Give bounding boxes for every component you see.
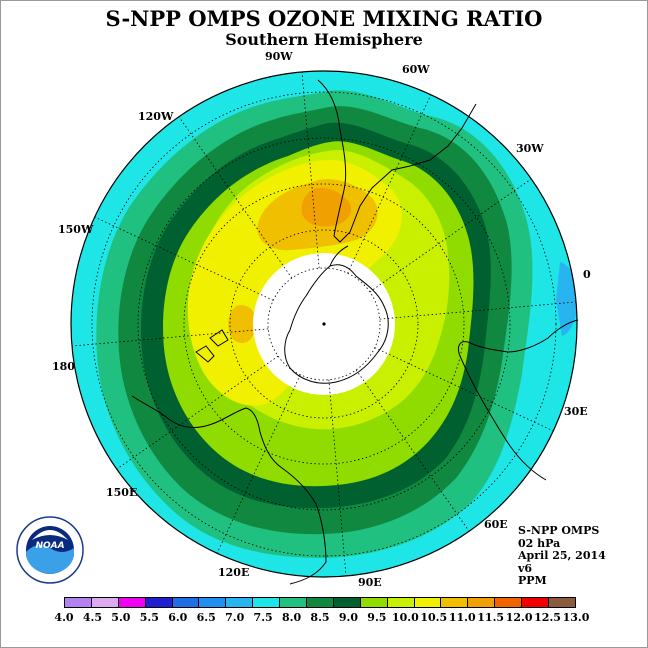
colorbar-swatch bbox=[65, 598, 92, 607]
meridian-line bbox=[369, 178, 532, 293]
colorbar-swatch bbox=[549, 598, 575, 607]
colorbar-swatch bbox=[226, 598, 254, 607]
colorbar-swatch bbox=[414, 598, 442, 607]
info-version: v6 bbox=[518, 561, 533, 575]
colorbar-tick-label: 4.0 bbox=[54, 611, 74, 624]
colorbar-tick-label: 5.0 bbox=[111, 611, 131, 624]
meridians bbox=[71, 71, 577, 577]
latitude-circle-80s bbox=[267, 267, 381, 381]
product-info: S-NPP OMPS 02 hPa April 25, 2014 v6 PPM bbox=[518, 524, 606, 588]
colorbar-tick-label: 12.0 bbox=[505, 611, 533, 624]
info-level: 02 hPa bbox=[518, 536, 561, 550]
africa-coastline bbox=[457, 319, 579, 481]
lon-label-150e: 150E bbox=[106, 486, 137, 499]
colorbar-swatch bbox=[118, 598, 146, 607]
meridian-line bbox=[216, 374, 301, 554]
colorbar-swatch bbox=[333, 598, 361, 607]
colorbar-tick-label: 9.5 bbox=[367, 611, 387, 624]
lon-label-30e: 30E bbox=[564, 405, 588, 418]
lon-label-60e: 60E bbox=[484, 518, 508, 531]
graticule bbox=[71, 71, 577, 577]
longitude-labels: 0 30E 60E 90E 120E 150E 180 150W 120W 90… bbox=[52, 50, 591, 589]
lon-label-0: 0 bbox=[583, 268, 591, 281]
ozone-contour-field bbox=[71, 71, 577, 577]
colorbar-tick-label: 10.0 bbox=[391, 611, 419, 624]
lon-label-150w: 150W bbox=[58, 223, 94, 236]
new-zealand-coastline bbox=[195, 329, 229, 363]
info-satellite: S-NPP OMPS bbox=[518, 524, 600, 537]
pole-marker bbox=[322, 322, 326, 326]
colorbar bbox=[64, 597, 576, 608]
colorbar-swatch bbox=[145, 598, 173, 607]
colorbar-swatch bbox=[280, 598, 308, 607]
info-date: April 25, 2014 bbox=[518, 549, 606, 562]
low-patch-7.0-7.5 bbox=[556, 262, 577, 336]
meridian-line bbox=[116, 355, 279, 470]
colorbar-tick-label: 6.0 bbox=[168, 611, 188, 624]
antarctica-coastline bbox=[284, 264, 389, 384]
colorbar-tick-label: 11.0 bbox=[448, 611, 476, 624]
colorbar-swatch bbox=[495, 598, 523, 607]
meridian-line bbox=[355, 369, 470, 532]
meridian-line bbox=[347, 94, 432, 274]
colorbar-tick-label: 10.5 bbox=[420, 611, 448, 624]
lon-label-180: 180 bbox=[52, 360, 75, 373]
meridian-line bbox=[379, 301, 577, 320]
colorbar-swatch bbox=[253, 598, 281, 607]
meridian-line bbox=[94, 216, 274, 301]
australia-coastline bbox=[131, 395, 327, 585]
colorbar-swatch bbox=[172, 598, 200, 607]
south-america-coastline bbox=[317, 79, 477, 243]
colorbar-tick-label: 5.5 bbox=[139, 611, 159, 624]
meridian-line bbox=[71, 328, 269, 347]
colorbar-swatch bbox=[307, 598, 334, 607]
colorbar-swatch bbox=[468, 598, 496, 607]
max-patch-11.0-11.5-b bbox=[228, 305, 257, 344]
colorbar-swatch bbox=[441, 598, 469, 607]
lon-label-120e: 120E bbox=[218, 566, 249, 579]
meridian-line bbox=[328, 379, 347, 577]
colorbar-swatch bbox=[387, 598, 415, 607]
antarctic-peninsula-coastline bbox=[329, 245, 349, 267]
max-patch-11.5-12.0 bbox=[301, 187, 352, 227]
noaa-logo-text: NOAA bbox=[35, 541, 64, 551]
latitude-circle-50s bbox=[137, 137, 511, 511]
colorbar-tick-label: 12.5 bbox=[534, 611, 561, 624]
map-subtitle: Southern Hemisphere bbox=[225, 30, 423, 49]
lon-label-30w: 30W bbox=[516, 142, 544, 155]
colorbar-swatch bbox=[199, 598, 227, 607]
colorbar-tick-label: 7.5 bbox=[253, 611, 273, 624]
colorbar-tick-label: 4.5 bbox=[82, 611, 103, 624]
colorbar-tick-label: 8.5 bbox=[310, 611, 330, 624]
map-border bbox=[70, 70, 578, 578]
lon-label-90e: 90E bbox=[358, 576, 382, 589]
lon-label-120w: 120W bbox=[138, 110, 174, 123]
latitude-circle-40s bbox=[91, 91, 557, 557]
colorbar-tick-label: 7.0 bbox=[225, 611, 245, 624]
colorbar-tick-label: 6.5 bbox=[196, 611, 216, 624]
meridian-line bbox=[374, 347, 554, 432]
colorbar-tick-label: 13.0 bbox=[562, 611, 590, 624]
latitude-circle-70s bbox=[229, 229, 419, 419]
colorbar-swatch bbox=[360, 598, 388, 607]
info-units: PPM bbox=[518, 574, 547, 587]
noaa-logo: NOAA bbox=[16, 516, 84, 584]
colorbar-tick-label: 9.0 bbox=[338, 611, 359, 624]
latitude-circle-60s bbox=[183, 183, 465, 465]
colorbar-swatch bbox=[91, 598, 119, 607]
colorbar-tick-label: 8.0 bbox=[281, 611, 302, 624]
colorbar-tick-label: 11.5 bbox=[477, 611, 505, 624]
meridian-line bbox=[178, 116, 293, 279]
coastlines bbox=[131, 79, 579, 585]
lon-label-90w: 90W bbox=[265, 50, 293, 63]
map-title: S-NPP OMPS OZONE MIXING RATIO bbox=[105, 6, 543, 31]
colorbar-swatch bbox=[522, 598, 550, 607]
lon-label-60w: 60W bbox=[402, 63, 430, 76]
meridian-line bbox=[301, 71, 320, 269]
